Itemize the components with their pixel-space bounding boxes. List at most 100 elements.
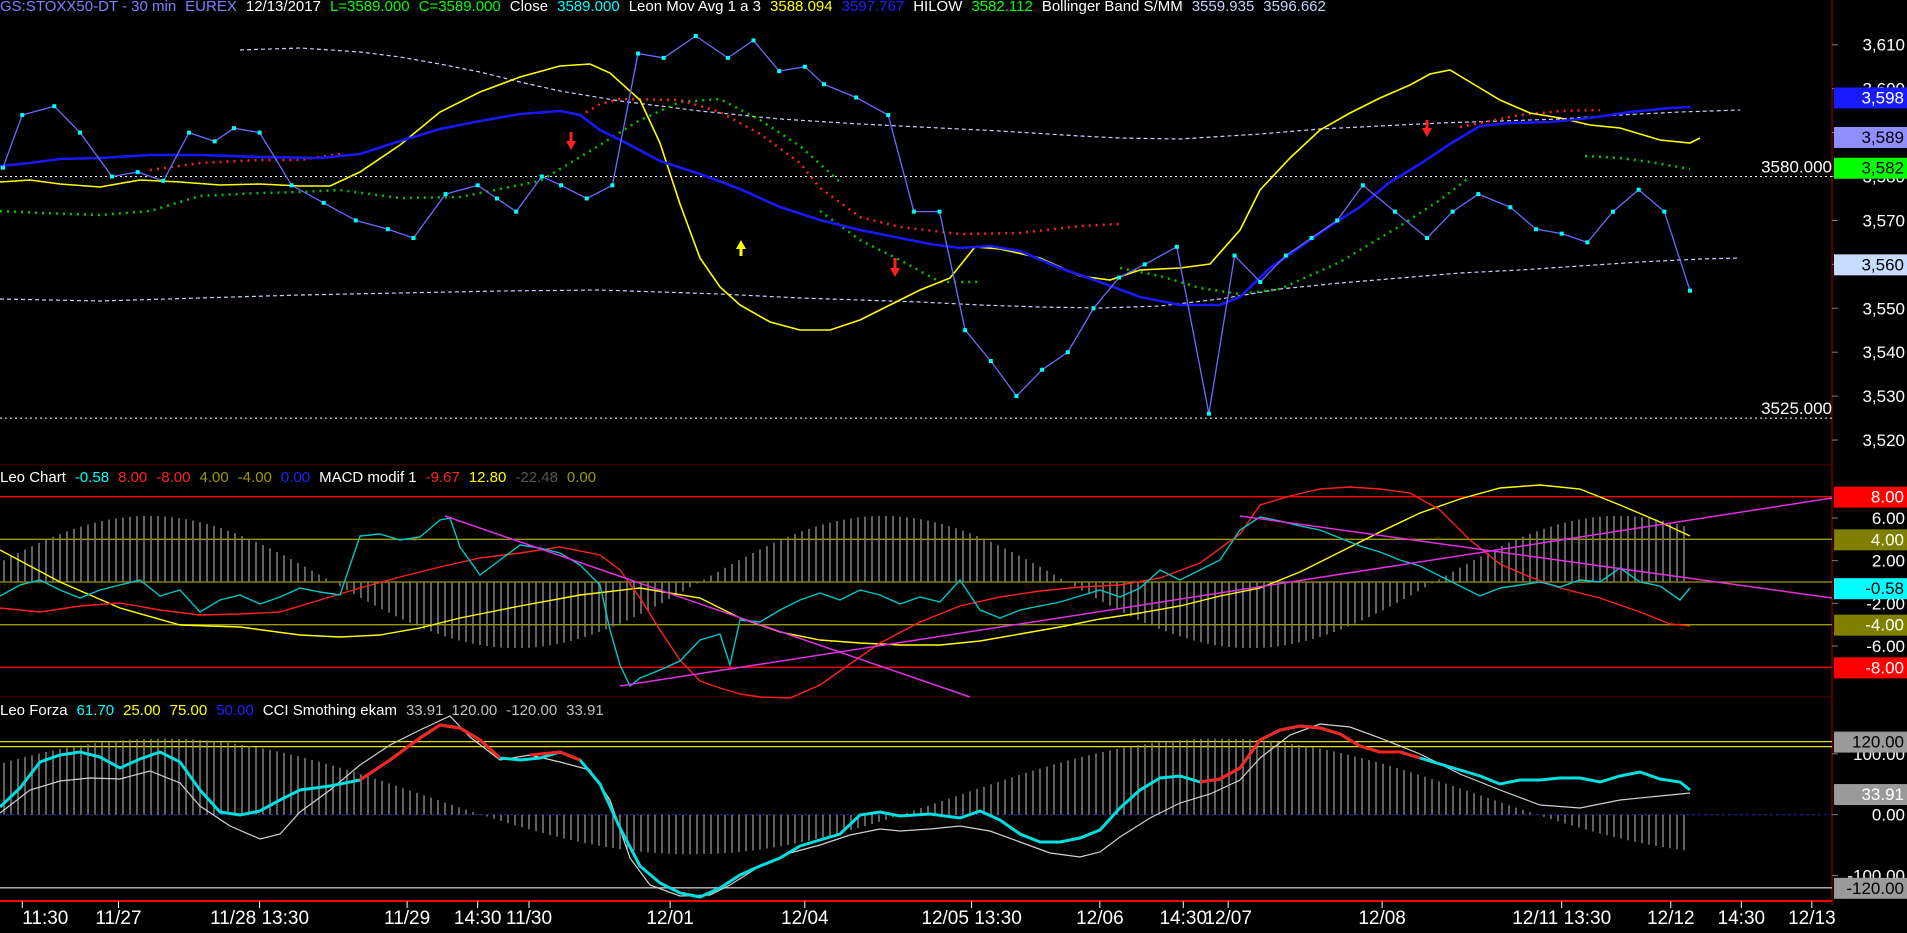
price-badge [1834,529,1907,551]
legend-item: 3589.000 [557,0,620,15]
y-tick-label: 3,610 [1862,36,1905,55]
close-point [802,64,807,69]
close-point [1232,253,1237,258]
close-point [1065,350,1070,355]
close-point [110,174,115,179]
trendline-up-1[interactable] [619,497,1833,687]
price-badge [1834,784,1907,806]
legend-item: 0.00 [567,469,596,486]
x-tick-label: 12/08 [1358,908,1406,929]
close-point [661,55,666,60]
price-badge [1834,731,1907,753]
price-pane: GS:STOXX50-DT - 30 min EUREX 12/13/2017 L=3… [0,0,1907,450]
close-point [385,227,390,232]
legend-item: 61.70 [77,702,115,719]
legend-item: Leo Chart [0,469,67,486]
close-point [636,51,641,56]
close-point [411,236,416,240]
price-badge-label: -8.00 [1865,658,1904,677]
y-tick-label: 6.00 [1872,509,1905,528]
hline-label-3580: 3580.000 [1761,158,1832,177]
close-point [1335,218,1340,223]
close-point [1688,288,1692,293]
close-point [1476,192,1481,197]
close-point [822,82,827,87]
legend-item: 0.00 [281,469,310,486]
close-point [1392,209,1397,214]
buy-arrow-1[interactable] [736,240,746,256]
close-point [321,200,326,205]
leo-chart-legend-header: Leo Chart -0.58 8.00 -8.00 4.00 -4.00 0.00 MACD… [0,469,596,486]
cci-histogram [3,738,1685,855]
close-point [443,192,448,197]
close-point [1360,183,1365,188]
bollinger-upper-band [239,47,1741,140]
legend-item: -120.00 [506,702,557,719]
sell-arrow-2[interactable] [890,258,900,277]
close-point [937,209,942,214]
macd-signal-yellow [0,484,1691,646]
legend-item: CCI Smothing ekam [263,702,397,719]
x-tick-label: 12/06 [1076,908,1124,929]
close-point [1117,275,1122,280]
legend-item: -9.67 [426,469,460,486]
legend-item: -4.00 [238,469,272,486]
close-point [1611,209,1616,214]
trendline-down-1[interactable] [444,515,971,698]
x-tick-label: 11/28 13:30 [210,908,309,929]
leo-chart-line-cyan [0,516,1691,688]
price-badge-label: 8.00 [1871,488,1904,507]
close-point [1040,367,1045,372]
sell-arrow-1[interactable] [566,132,576,150]
legend-text: GS:STOXX50-DT - 30 min EUREX 12/13/2017 L=3… [0,0,1326,15]
legend-item: C=3589.000 [419,0,501,15]
close-point [1534,227,1539,232]
close-point [475,183,480,188]
y-tick-label: 3,540 [1862,343,1905,362]
legend-item: -0.58 [75,469,109,486]
x-tick-label: 12/07 [1204,908,1252,929]
x-tick-label: 12/01 [646,908,694,929]
price-badge-label: 120.00 [1852,733,1904,752]
close-point [1425,236,1430,240]
legend-item: 3559.935 [1192,0,1255,15]
close-point [559,183,564,188]
leo-forza-legend-header: Leo Forza 61.70 25.00 75.00 50.00 CCI Smothin… [0,702,604,719]
price-badge-label: -120.00 [1846,879,1904,898]
legend-item: Bollinger Band S/MM [1042,0,1183,15]
price-badge [1834,486,1907,508]
close-point [584,196,589,201]
close-point [231,126,236,131]
close-point [693,33,698,38]
x-tick-label: 12/13 [1788,908,1836,929]
legend-item: -8.00 [156,469,190,486]
price-badge [1834,254,1907,276]
y-tick-label: 3,520 [1862,431,1905,450]
legend-item: GS:STOXX50-DT - 30 min [0,0,176,15]
price-badge [1834,578,1907,600]
x-tick-label: 11/30 [506,908,552,929]
bollinger-lower-band [0,257,1741,309]
close-point [1662,209,1667,214]
price-badge-label: -0.58 [1865,579,1904,598]
x-tick-label: 12/04 [781,908,829,929]
leo-chart-badges: 8.00 4.00 -0.58 -4.00 -8.00 [1834,486,1907,679]
close-point [1091,306,1096,311]
price-badge-label: -4.00 [1865,616,1904,635]
hilow-support-line-4 [1584,154,1691,171]
price-badge [1834,657,1907,679]
legend-item: 3582.112 [971,0,1032,15]
trendline-down-2[interactable] [1239,515,1833,599]
hilow-support-line [0,97,841,217]
close-point [257,130,262,135]
legend-item: 12/13/2017 [246,0,321,15]
close-point [20,113,25,118]
price-badge-label: 4.00 [1871,530,1904,549]
y-tick-label: 0.00 [1872,806,1905,825]
close-point [751,38,756,43]
price-badge-label: 3,589 [1861,128,1904,147]
close-point [212,139,217,144]
price-badge-label: 33.91 [1861,785,1904,804]
close-point [1014,394,1019,399]
sell-arrow-3[interactable] [1422,120,1432,137]
